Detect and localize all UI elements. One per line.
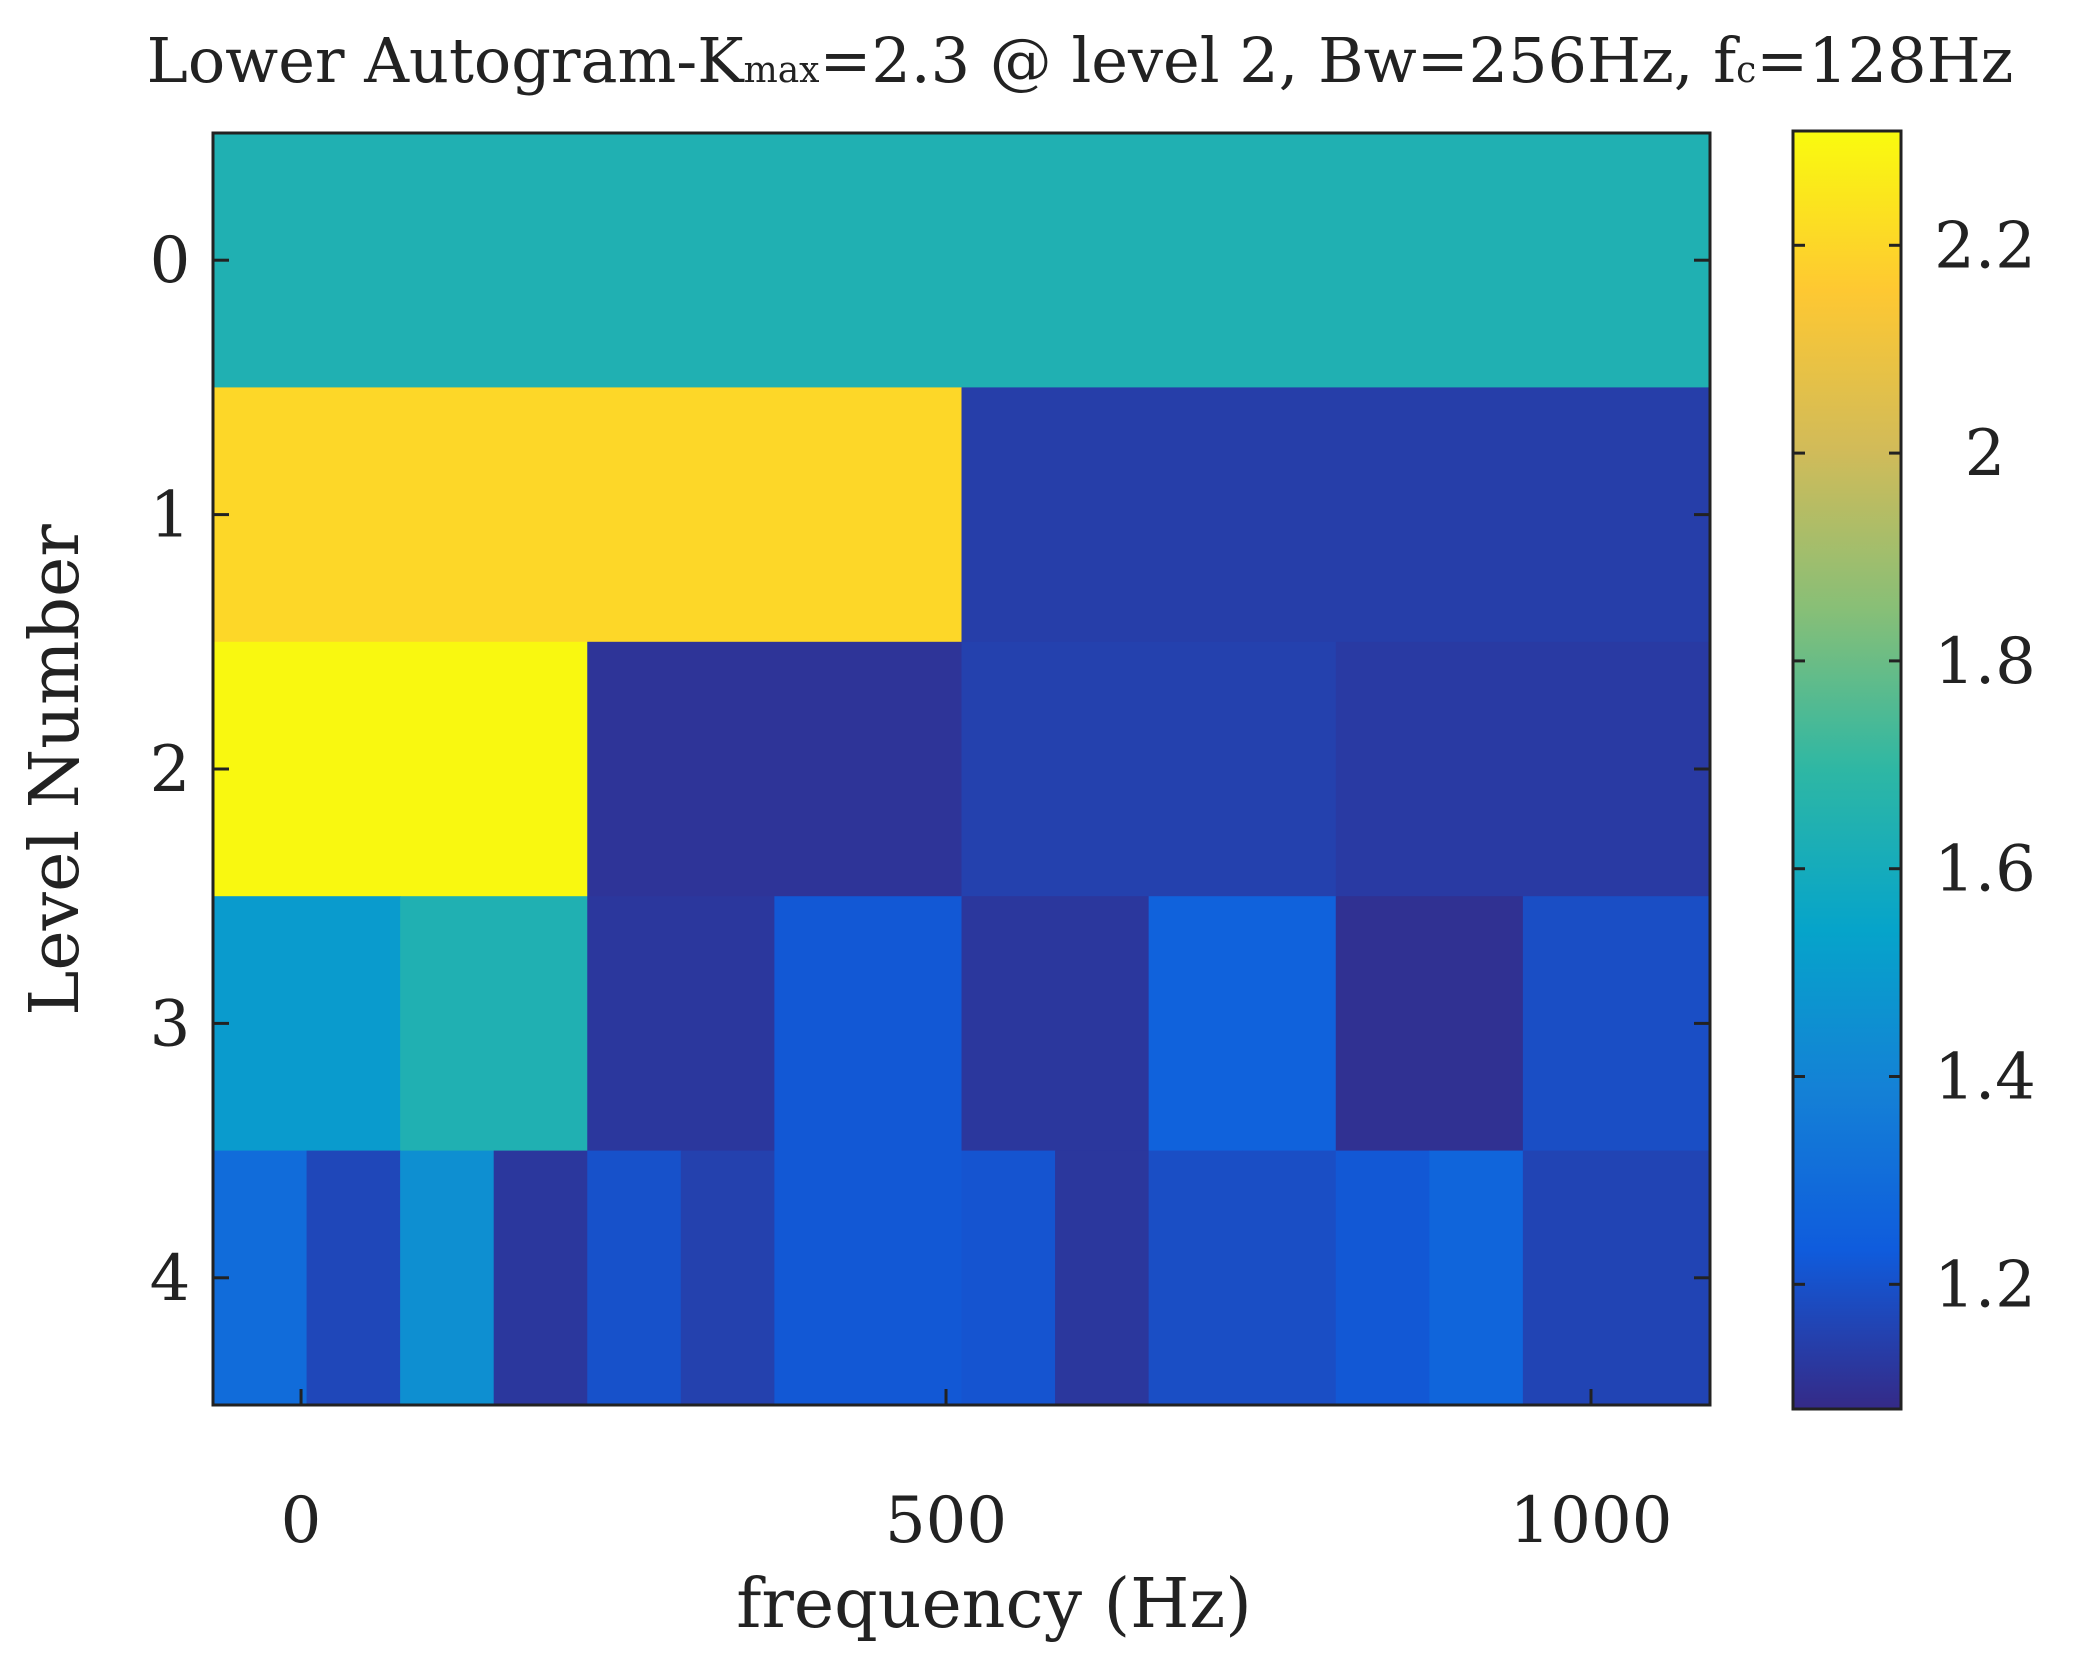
colorbar-tick-label: 1.2 <box>1934 1248 2036 1322</box>
colorbar-tick-label: 1.8 <box>1934 625 2036 699</box>
heatmap-cell-level-3-band-2 <box>587 896 775 1152</box>
axis-ticks <box>213 258 1710 1405</box>
heatmap-cell-level-2-band-1 <box>587 641 963 897</box>
heatmap-cell-level-4-band-7 <box>867 1150 963 1406</box>
heatmap-cell-level-4-band-14 <box>1522 1150 1618 1406</box>
heatmap-cell-level-4-band-10 <box>1148 1150 1243 1406</box>
y-tick-label: 3 <box>150 987 191 1061</box>
heatmap-cell-level-4-band-4 <box>587 1150 682 1406</box>
heatmap-cell-level-3-band-3 <box>774 896 963 1152</box>
x-axis-label: frequency (Hz) <box>736 1565 1252 1644</box>
heatmap-cell-level-3-band-6 <box>1335 896 1524 1152</box>
y-tick-label: 1 <box>150 479 191 553</box>
colorbar-tick-label: 2.2 <box>1934 209 2036 283</box>
heatmap-cell-level-2-band-0 <box>213 641 588 897</box>
heatmap-cell-level-4-band-1 <box>306 1150 401 1406</box>
heatmap-cell-level-3-band-0 <box>213 896 401 1152</box>
heatmap-cell-level-1-band-0 <box>213 387 963 643</box>
y-tick-label: 0 <box>150 224 191 298</box>
heatmap-cell-level-3-band-5 <box>1148 896 1337 1152</box>
y-axis-label: Level Number <box>16 524 95 1016</box>
heatmap-cell-level-3-band-4 <box>961 896 1150 1152</box>
heatmap-cell-level-4-band-12 <box>1335 1150 1430 1406</box>
x-tick-label: 500 <box>885 1484 1007 1558</box>
y-tick-label: 2 <box>150 733 191 807</box>
heatmap-cell-level-4-band-13 <box>1429 1150 1524 1406</box>
heatmap-cell-level-3-band-7 <box>1522 896 1711 1152</box>
heatmap-cell-level-2-band-2 <box>961 641 1337 897</box>
heatmap-cell-level-4-band-5 <box>680 1150 775 1406</box>
heatmap-cell-level-1-band-1 <box>961 387 1711 643</box>
chart-title: Lower Autogram-Kmax=2.3 @ level 2, Bw=25… <box>147 24 2014 97</box>
heatmap-cell-level-3-band-1 <box>400 896 588 1152</box>
heatmap-cell-level-4-band-8 <box>961 1150 1056 1406</box>
heatmap-cell-level-0-band-0 <box>213 133 1711 388</box>
y-tick-label: 4 <box>150 1242 191 1316</box>
heatmap-cell-level-4-band-6 <box>774 1150 869 1406</box>
colorbar-ticks: 1.2 1.4 1.6 1.8 2 2.2 <box>1793 209 2036 1322</box>
colorbar-tick-label: 2 <box>1965 417 2006 491</box>
heatmap-cell-level-4-band-11 <box>1242 1150 1337 1406</box>
heatmap-cell-level-4-band-9 <box>1055 1150 1150 1406</box>
colorbar-tick-label: 1.4 <box>1934 1041 2036 1115</box>
x-tick-label: 1000 <box>1510 1484 1673 1558</box>
y-tick-labels: 0 1 2 3 4 <box>150 224 191 1316</box>
colorbar <box>1791 129 1903 1411</box>
x-tick-labels: 0 500 1000 <box>281 1484 1673 1558</box>
heatmap-cell-level-4-band-3 <box>493 1150 588 1406</box>
heatmap-cell-level-4-band-2 <box>400 1150 495 1406</box>
heatmap-cells <box>213 133 1711 1406</box>
x-tick-label: 0 <box>281 1484 322 1558</box>
colorbar-tick-label: 1.6 <box>1934 833 2036 907</box>
heatmap-cell-level-2-band-3 <box>1335 641 1711 897</box>
